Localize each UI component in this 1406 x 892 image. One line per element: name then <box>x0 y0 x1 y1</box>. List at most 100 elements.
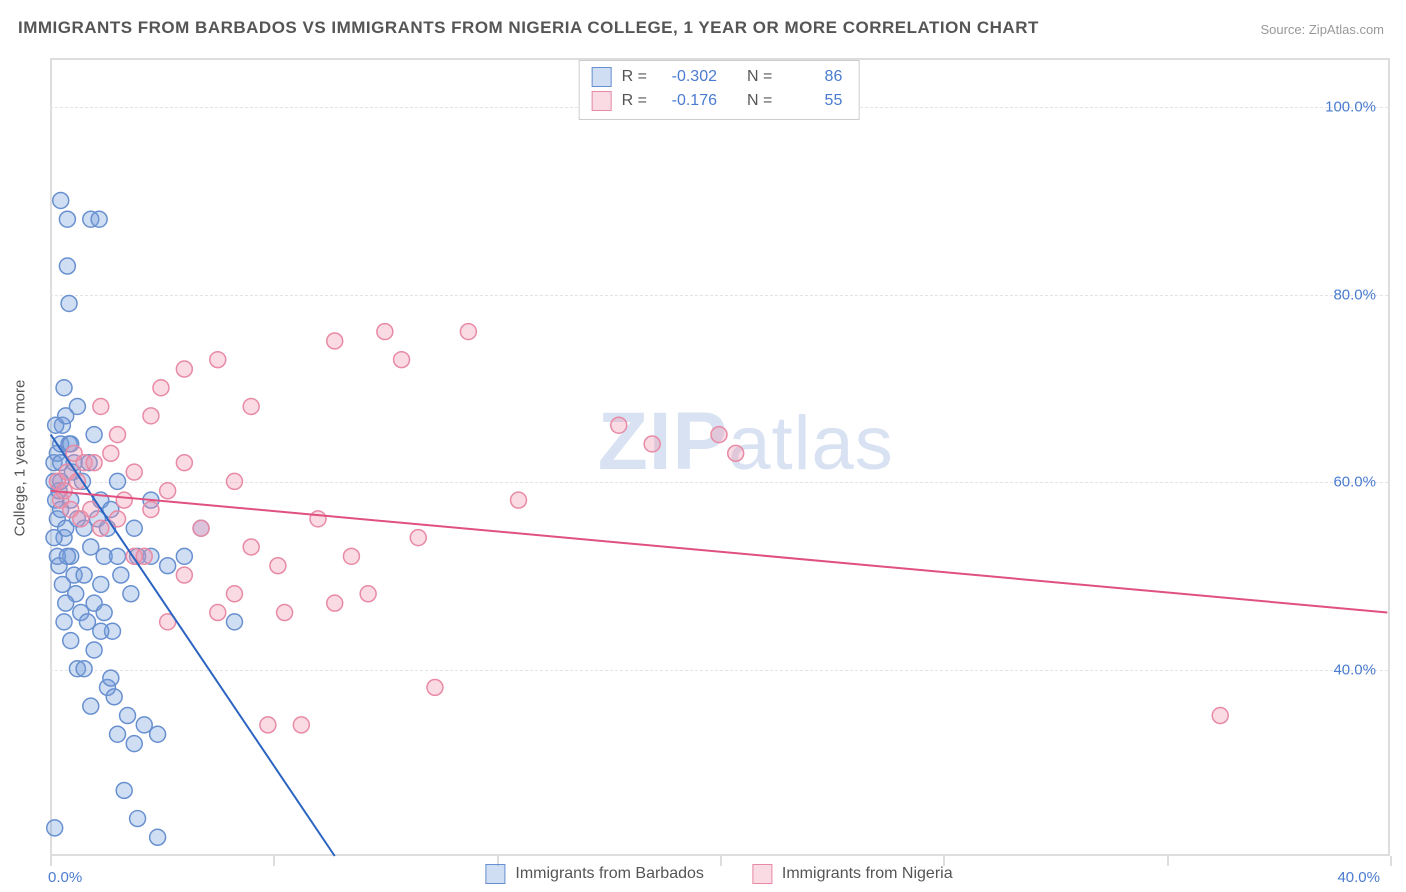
series-swatch-barbados <box>592 67 612 87</box>
data-point <box>93 520 109 536</box>
data-point <box>110 473 126 489</box>
data-point <box>56 614 72 630</box>
n-label: N = <box>747 68 772 86</box>
data-point <box>150 829 166 845</box>
y-tick-label: 100.0% <box>1325 98 1376 115</box>
series-swatch-nigeria <box>752 864 772 884</box>
n-label: N = <box>747 92 772 110</box>
data-point <box>110 726 126 742</box>
data-point <box>343 548 359 564</box>
data-point <box>46 530 62 546</box>
data-point <box>73 511 89 527</box>
data-point <box>63 633 79 649</box>
data-point <box>86 642 102 658</box>
data-point <box>59 548 75 564</box>
data-point <box>511 492 527 508</box>
data-point <box>93 399 109 415</box>
data-point <box>176 455 192 471</box>
r-label: R = <box>622 68 647 86</box>
data-point <box>123 586 139 602</box>
data-point <box>103 670 119 686</box>
data-point <box>126 736 142 752</box>
data-point <box>160 558 176 574</box>
data-point <box>270 558 286 574</box>
data-point <box>83 698 99 714</box>
data-point <box>120 708 136 724</box>
source-attribution: Source: ZipAtlas.com <box>1260 22 1384 37</box>
data-point <box>126 520 142 536</box>
n-value-barbados: 86 <box>782 68 842 86</box>
data-point <box>116 492 132 508</box>
legend-item-nigeria: Immigrants from Nigeria <box>752 864 953 884</box>
data-point <box>76 567 92 583</box>
data-point <box>243 399 259 415</box>
data-point <box>110 548 126 564</box>
data-point <box>47 820 63 836</box>
data-point <box>160 483 176 499</box>
data-point <box>153 380 169 396</box>
plot-area: ZIPatlas College, 1 year or more R = -0.… <box>50 58 1390 856</box>
data-point <box>59 258 75 274</box>
data-point <box>93 576 109 592</box>
series-name-nigeria: Immigrants from Nigeria <box>782 865 953 883</box>
data-point <box>86 455 102 471</box>
r-value-barbados: -0.302 <box>657 68 717 86</box>
data-point <box>103 445 119 461</box>
series-legend: Immigrants from Barbados Immigrants from… <box>485 864 952 884</box>
data-point <box>143 502 159 518</box>
data-point <box>728 445 744 461</box>
data-point <box>113 567 129 583</box>
data-point <box>460 324 476 340</box>
chart-title: IMMIGRANTS FROM BARBADOS VS IMMIGRANTS F… <box>18 18 1039 38</box>
y-tick-label: 80.0% <box>1333 286 1376 303</box>
legend-item-barbados: Immigrants from Barbados <box>485 864 704 884</box>
data-point <box>711 427 727 443</box>
data-point <box>394 352 410 368</box>
data-point <box>210 605 226 621</box>
data-point <box>66 445 82 461</box>
y-axis-title: College, 1 year or more <box>12 380 29 537</box>
data-point <box>93 623 109 639</box>
n-value-nigeria: 55 <box>782 92 842 110</box>
data-point <box>226 586 242 602</box>
data-point <box>193 520 209 536</box>
data-point <box>644 436 660 452</box>
data-point <box>327 333 343 349</box>
stats-legend: R = -0.302 N = 86 R = -0.176 N = 55 <box>579 60 860 120</box>
data-point <box>110 427 126 443</box>
data-point <box>210 352 226 368</box>
data-point <box>61 296 77 312</box>
y-tick-label: 60.0% <box>1333 474 1376 491</box>
y-tick-label: 40.0% <box>1333 662 1376 679</box>
data-point <box>59 211 75 227</box>
data-point <box>86 427 102 443</box>
data-point <box>243 539 259 555</box>
series-swatch-barbados <box>485 864 505 884</box>
data-point <box>58 595 74 611</box>
data-point <box>136 548 152 564</box>
data-point <box>91 211 107 227</box>
data-point <box>327 595 343 611</box>
data-point <box>176 548 192 564</box>
data-point <box>226 614 242 630</box>
data-point <box>126 464 142 480</box>
data-point <box>260 717 276 733</box>
data-point <box>310 511 326 527</box>
data-point <box>58 408 74 424</box>
data-point <box>54 576 70 592</box>
x-axis-max-label: 40.0% <box>1337 869 1380 886</box>
data-point <box>611 417 627 433</box>
data-point <box>96 605 112 621</box>
data-point <box>176 361 192 377</box>
stats-row: R = -0.176 N = 55 <box>592 89 843 113</box>
data-point <box>56 380 72 396</box>
data-point <box>150 726 166 742</box>
data-point <box>427 679 443 695</box>
data-point <box>377 324 393 340</box>
data-point <box>176 567 192 583</box>
data-point <box>143 408 159 424</box>
stats-row: R = -0.302 N = 86 <box>592 65 843 89</box>
data-point <box>360 586 376 602</box>
data-point <box>76 661 92 677</box>
r-label: R = <box>622 92 647 110</box>
